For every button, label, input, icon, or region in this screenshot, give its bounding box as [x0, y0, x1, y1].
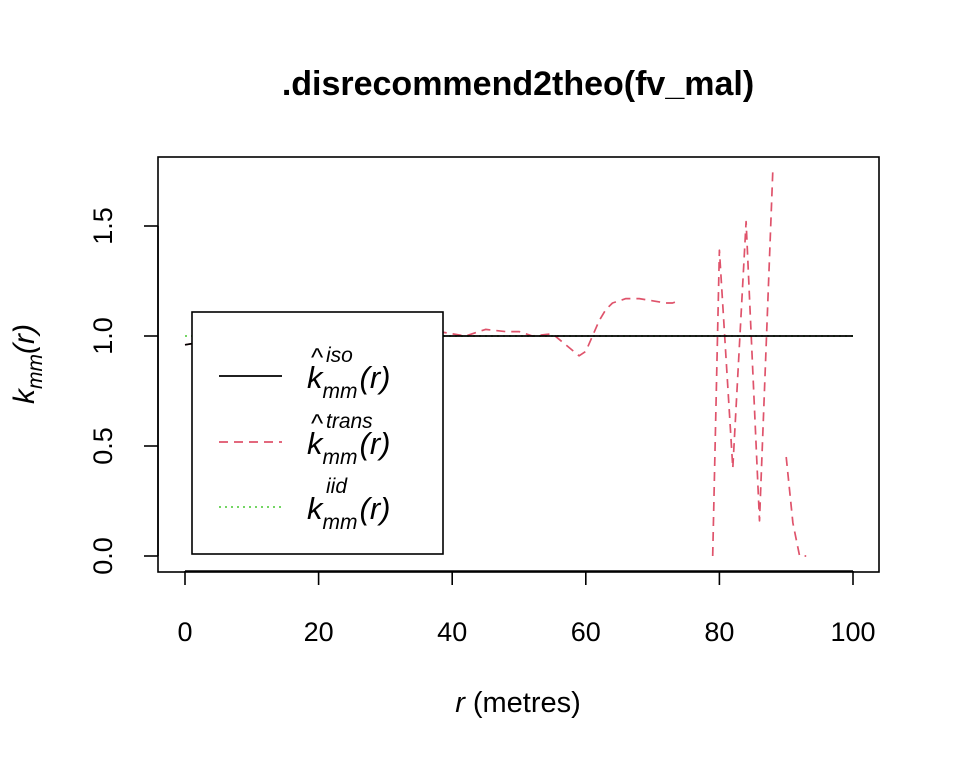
x-axis: 0 20 40 60 80 100 — [177, 570, 876, 647]
x-tick-label: 80 — [704, 617, 734, 647]
series-line-trans — [785, 456, 807, 557]
y-axis: 0.0 0.5 1.0 1.5 — [88, 207, 159, 575]
legend-hat-trans: ^ — [311, 408, 324, 438]
x-tick-label: 40 — [437, 617, 467, 647]
y-axis-label-sub: mm — [24, 354, 47, 389]
x-tick-label: 60 — [571, 617, 601, 647]
legend-hat-iso: ^ — [311, 342, 324, 372]
y-tick-label: 0.5 — [88, 427, 118, 465]
svg-text:kmm(r): kmm(r) — [8, 324, 47, 404]
legend-label-sub: mm — [323, 511, 358, 534]
x-tick-label: 20 — [304, 617, 334, 647]
y-tick-label: 1.0 — [88, 317, 118, 355]
chart-title: .disrecommend2theo(fv_mal) — [282, 65, 754, 103]
legend-label-arg: (r) — [360, 360, 391, 395]
x-tick-label: 100 — [830, 617, 875, 647]
y-axis-label: kmm(r) — [8, 324, 47, 404]
y-tick-label: 1.5 — [88, 207, 118, 245]
legend-label-iid: kmm(r) — [307, 491, 390, 534]
legend-label-arg: (r) — [360, 426, 391, 461]
legend-label-sub: mm — [323, 380, 358, 403]
legend-label-base: k — [307, 426, 324, 461]
legend-label-sup-trans: trans — [326, 410, 373, 433]
legend-label-arg: (r) — [360, 491, 391, 526]
legend-label-sup-iid: iid — [326, 475, 348, 498]
legend-label-iso: kmm(r) — [307, 360, 390, 403]
legend-label-base: k — [307, 360, 324, 395]
x-axis-label: r (metres) — [455, 687, 581, 719]
legend-label-sub: mm — [323, 446, 358, 469]
legend-box — [191, 311, 444, 555]
legend-label-sup-iso: iso — [326, 344, 353, 367]
legend-label-base: k — [307, 491, 324, 526]
x-axis-label-var: r — [455, 687, 466, 719]
legend: kmm(r)iso^kmm(r)trans^kmm(r)iid — [191, 311, 444, 555]
y-axis-label-arg: (r) — [8, 324, 41, 354]
x-tick-label: 0 — [177, 617, 192, 647]
y-tick-label: 0.0 — [88, 537, 118, 575]
legend-label-trans: kmm(r) — [307, 426, 390, 469]
y-axis-label-base: k — [8, 387, 41, 404]
x-axis-label-units: (metres) — [473, 687, 581, 719]
series-line-trans — [711, 170, 774, 557]
